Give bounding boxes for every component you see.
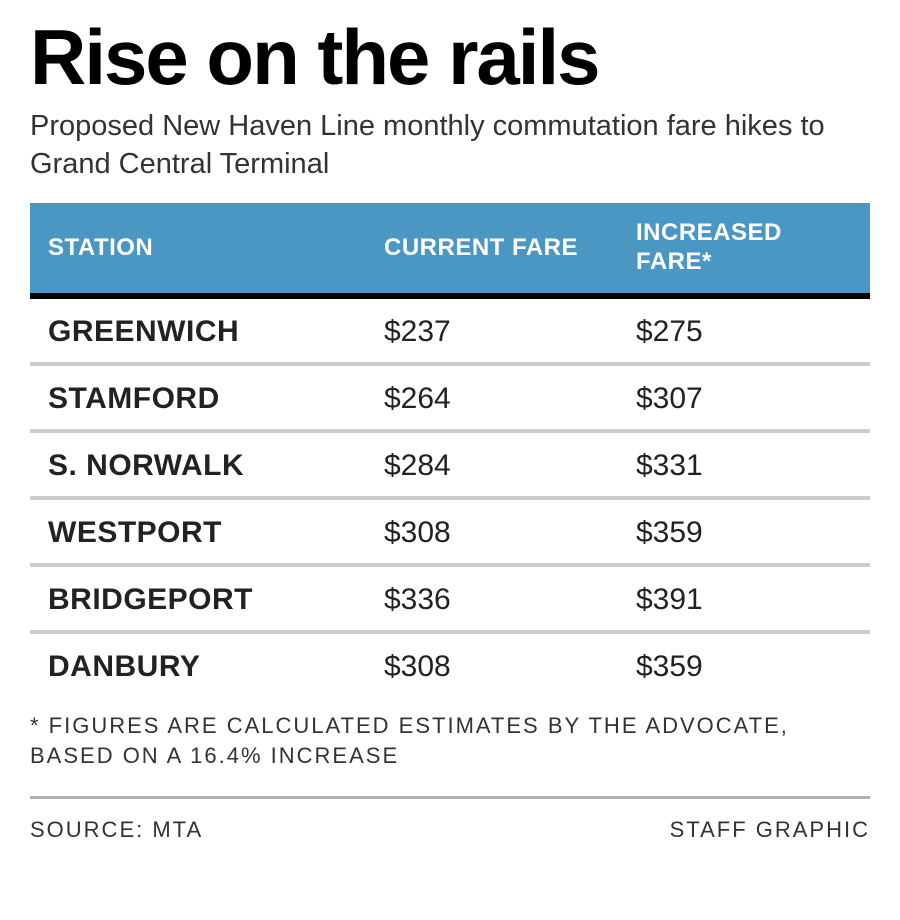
cell-current: $336 [366,565,618,632]
table-row: BRIDGEPORT $336 $391 [30,565,870,632]
cell-station: WESTPORT [30,498,366,565]
cell-station: DANBURY [30,632,366,697]
cell-current: $308 [366,498,618,565]
page-title: Rise on the rails [30,18,870,96]
cell-current: $284 [366,431,618,498]
table-row: S. NORWALK $284 $331 [30,431,870,498]
cell-current: $264 [366,364,618,431]
table-row: STAMFORD $264 $307 [30,364,870,431]
footnote: * FIGURES ARE CALCULATED ESTIMATES BY TH… [30,711,870,770]
cell-current: $237 [366,299,618,364]
cell-station: BRIDGEPORT [30,565,366,632]
cell-station: STAMFORD [30,364,366,431]
cell-increased: $275 [618,299,870,364]
table-row: WESTPORT $308 $359 [30,498,870,565]
col-increased-fare: INCREASED FARE* [618,203,870,296]
cell-station: GREENWICH [30,299,366,364]
cell-station: S. NORWALK [30,431,366,498]
cell-increased: $331 [618,431,870,498]
graphic-container: Rise on the rails Proposed New Haven Lin… [0,0,900,843]
source-credit-bar: SOURCE: MTA STAFF GRAPHIC [30,796,870,843]
cell-increased: $307 [618,364,870,431]
table-header-row: STATION CURRENT FARE INCREASED FARE* [30,203,870,296]
cell-increased: $359 [618,498,870,565]
table-row: GREENWICH $237 $275 [30,299,870,364]
col-current-fare: CURRENT FARE [366,203,618,296]
credit-label: STAFF GRAPHIC [670,817,870,843]
col-station: STATION [30,203,366,296]
fare-table: STATION CURRENT FARE INCREASED FARE* GRE… [30,203,870,697]
table-row: DANBURY $308 $359 [30,632,870,697]
cell-current: $308 [366,632,618,697]
cell-increased: $359 [618,632,870,697]
page-subtitle: Proposed New Haven Line monthly commutat… [30,108,870,183]
cell-increased: $391 [618,565,870,632]
source-label: SOURCE: MTA [30,817,203,843]
